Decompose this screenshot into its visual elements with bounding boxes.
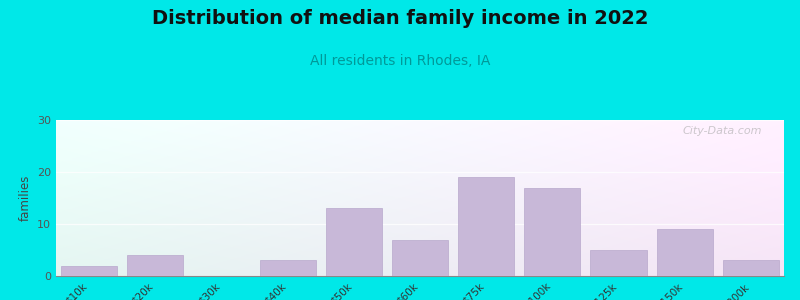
Bar (127, 255, 183, 276)
Bar (590, 250, 646, 276)
Bar (259, 260, 316, 276)
Bar (326, 208, 382, 276)
Text: City-Data.com: City-Data.com (682, 126, 762, 136)
Bar (524, 188, 581, 276)
Text: Distribution of median family income in 2022: Distribution of median family income in … (152, 9, 648, 28)
Text: All residents in Rhodes, IA: All residents in Rhodes, IA (310, 54, 490, 68)
Bar (61, 266, 118, 276)
Bar (657, 229, 713, 276)
Bar (458, 177, 514, 276)
Bar (722, 260, 779, 276)
Bar (392, 240, 448, 276)
Y-axis label: families: families (18, 175, 31, 221)
